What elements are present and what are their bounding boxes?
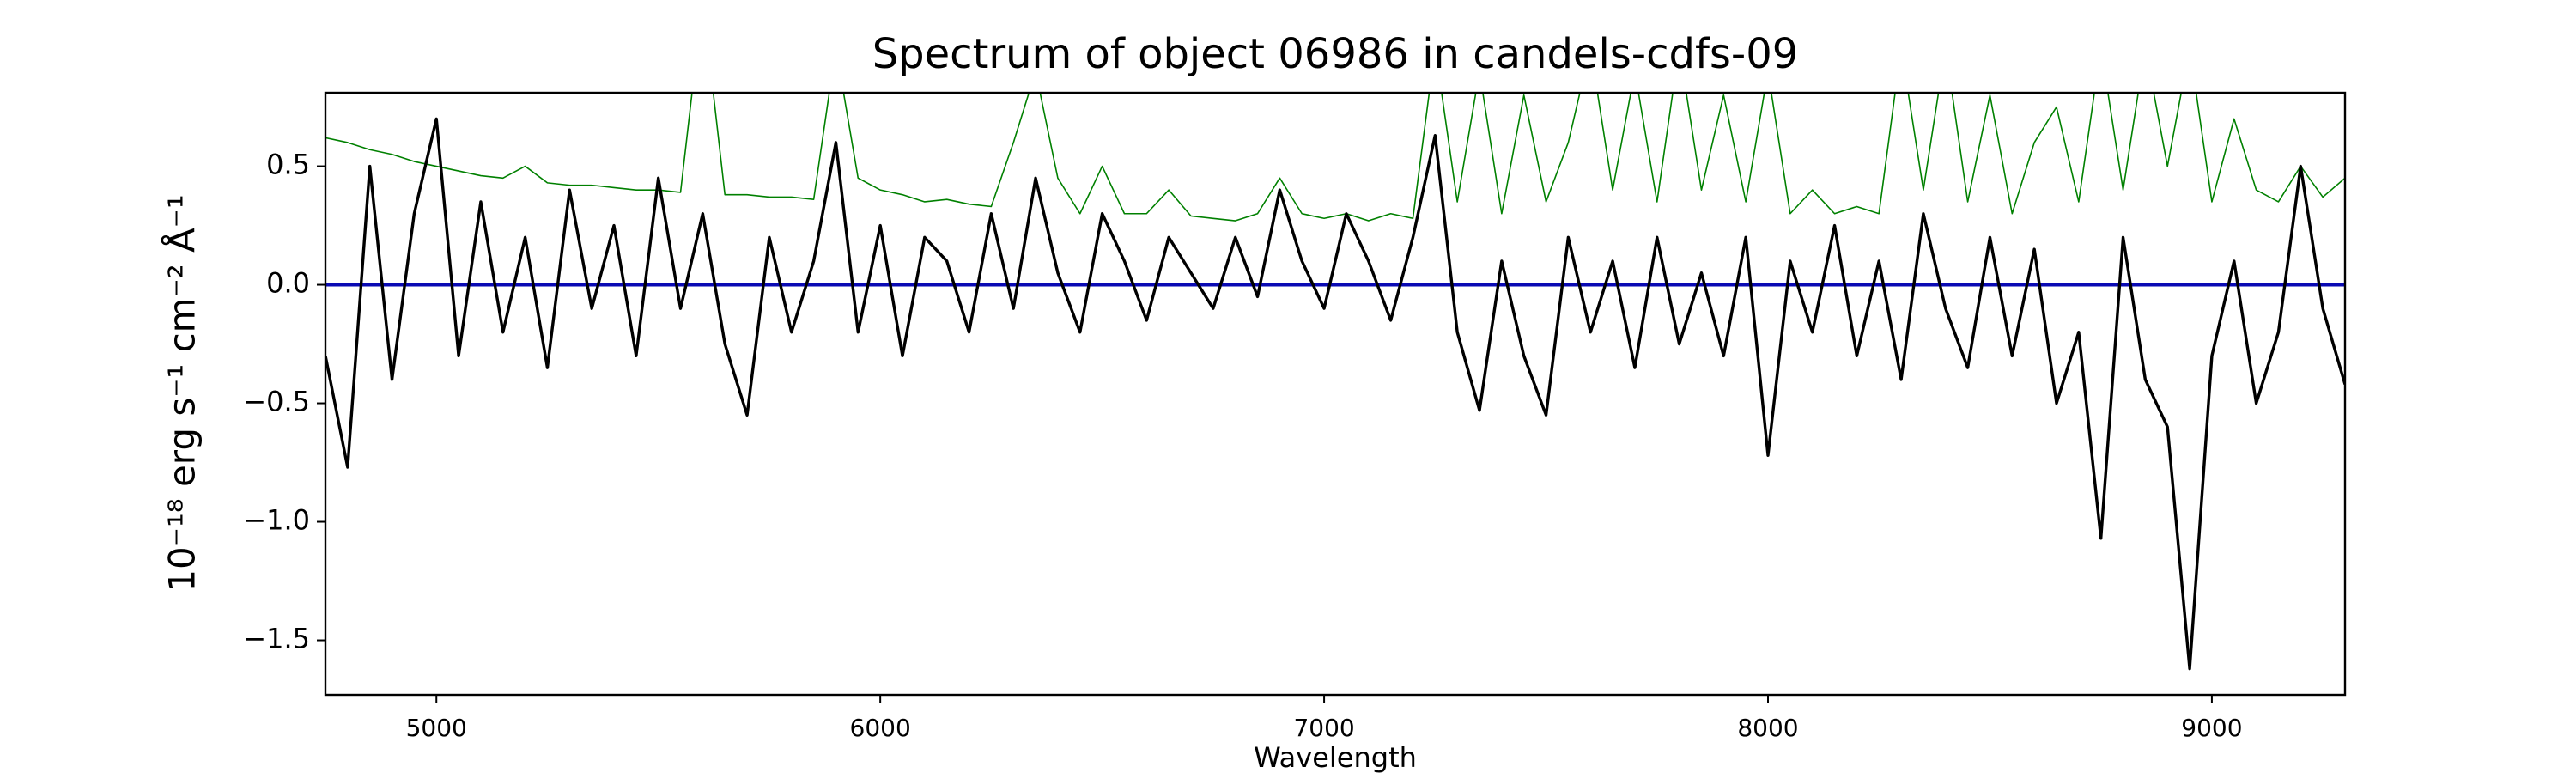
- y-axis-label: 10⁻¹⁸ erg s⁻¹ cm⁻² Å⁻¹: [161, 194, 204, 592]
- y-tick-label: 0.5: [266, 149, 310, 181]
- chart-title: Spectrum of object 06986 in candels-cdfs…: [872, 30, 1799, 78]
- x-axis-label: Wavelength: [1254, 741, 1417, 773]
- series-line: [325, 117, 2345, 671]
- y-tick-label: 0.0: [266, 267, 310, 300]
- axes-frame: [324, 91, 2347, 697]
- y-tick-label: −0.5: [243, 386, 310, 418]
- x-tick-label: 5000: [406, 714, 467, 742]
- series-line: [325, 93, 2345, 222]
- y-tick-label: −1.0: [243, 504, 310, 537]
- x-tick-label: 8000: [1737, 714, 1798, 742]
- x-tick-label: 6000: [850, 714, 911, 742]
- x-tick-label: 9000: [2181, 714, 2242, 742]
- x-tick-label: 7000: [1293, 714, 1354, 742]
- y-tick-label: −1.5: [243, 623, 310, 655]
- plot-area: [325, 93, 2345, 671]
